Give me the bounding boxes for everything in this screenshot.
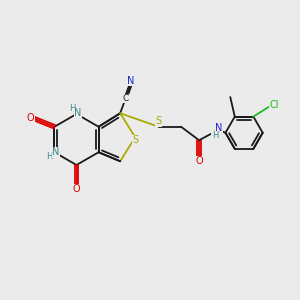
Text: H: H (212, 131, 218, 140)
Text: Cl: Cl (270, 100, 279, 110)
Text: N: N (52, 147, 60, 157)
Text: N: N (74, 108, 82, 118)
Text: O: O (27, 113, 34, 123)
Text: S: S (155, 116, 162, 126)
Text: O: O (195, 156, 203, 166)
Text: H: H (69, 104, 75, 113)
Text: C: C (122, 94, 128, 103)
Text: N: N (215, 123, 223, 133)
Text: S: S (132, 135, 138, 145)
Text: O: O (73, 184, 80, 194)
Text: H: H (46, 152, 52, 161)
Text: N: N (127, 76, 135, 85)
